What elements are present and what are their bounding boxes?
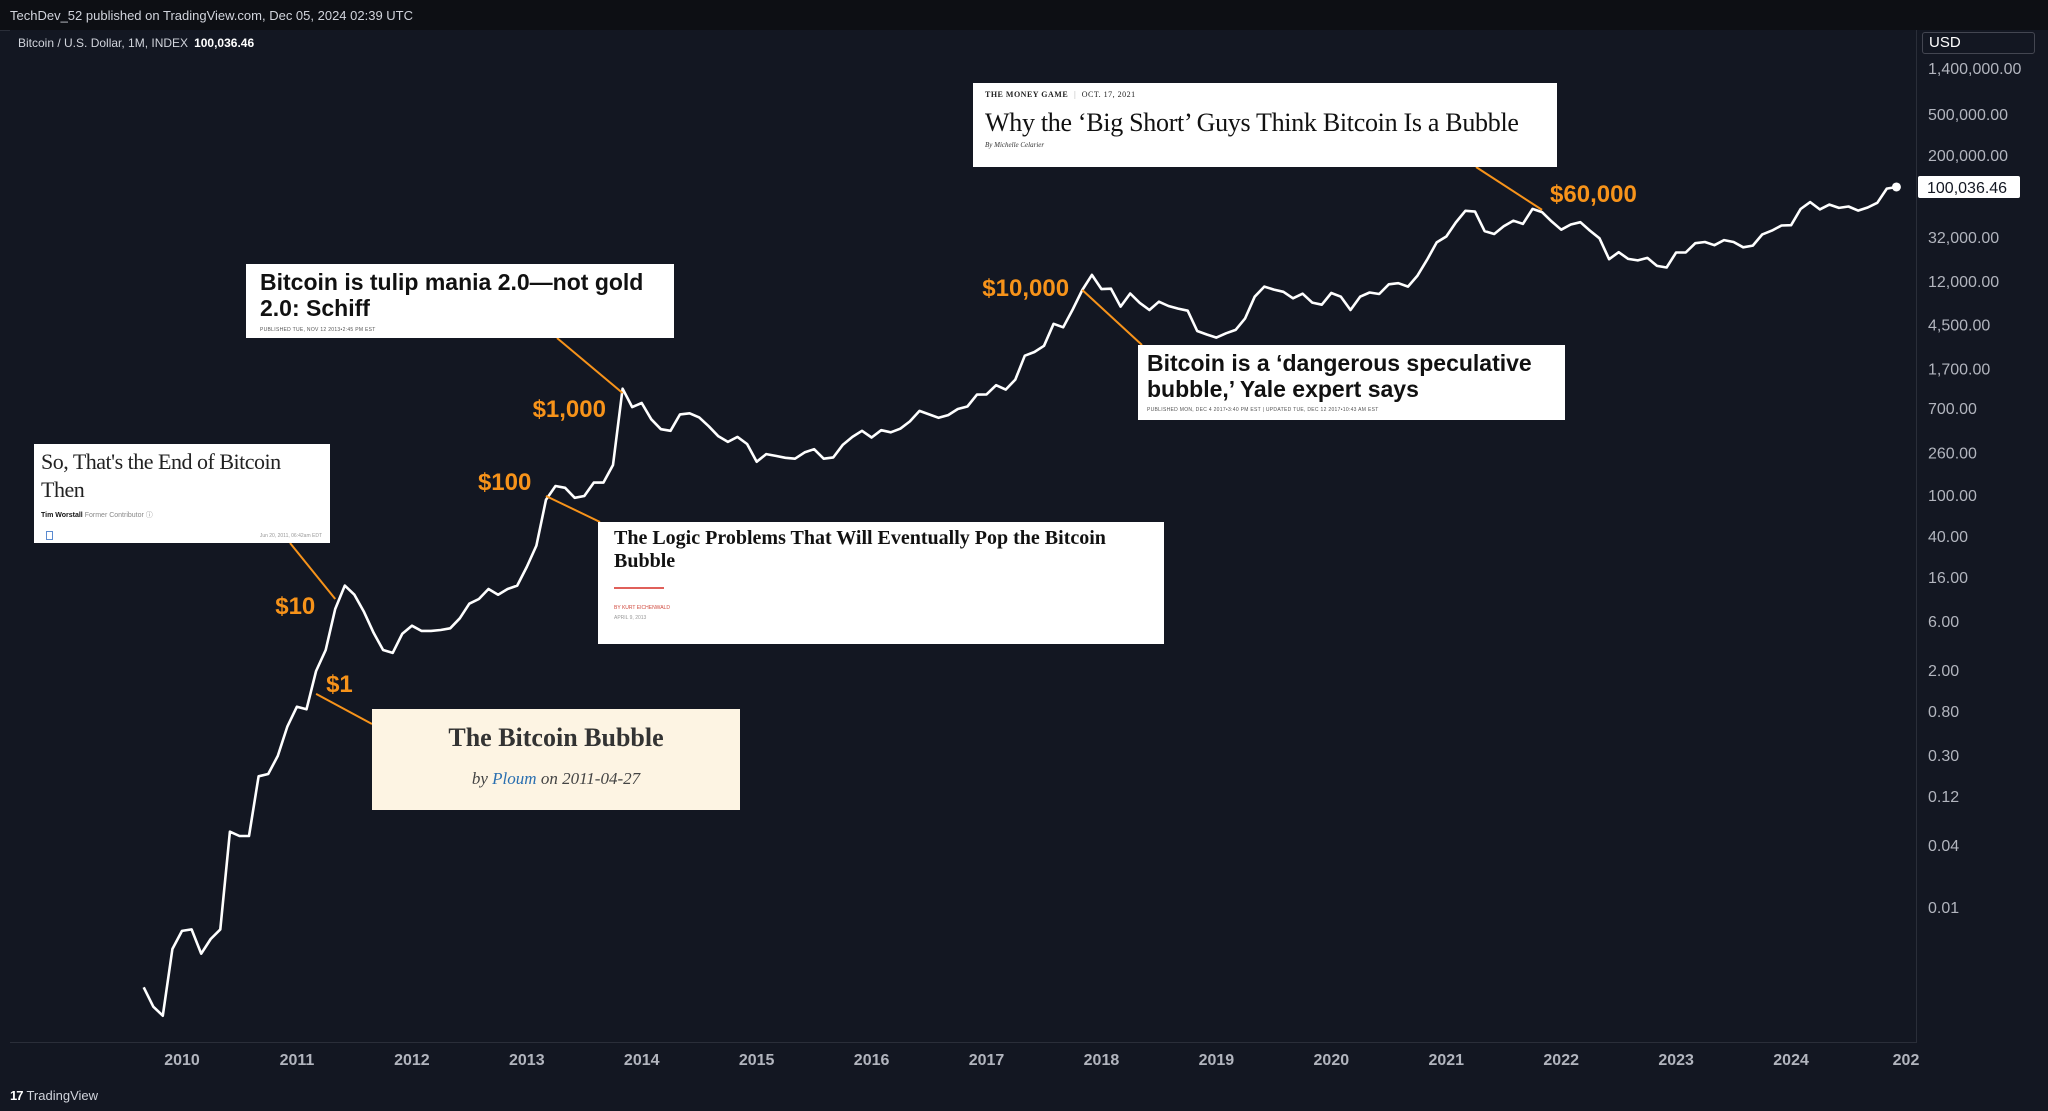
y-tick-label: 2.00	[1928, 663, 1959, 680]
y-tick-label: 16.00	[1928, 570, 1968, 587]
y-tick-label: 260.00	[1928, 445, 1977, 462]
brand-label: TradingView	[26, 1088, 99, 1103]
last-price-tag	[1918, 175, 2020, 198]
price-axis[interactable]	[1917, 30, 2048, 1042]
callout-connector	[289, 542, 337, 600]
author-link[interactable]: Ploum	[492, 769, 537, 788]
x-tick-label: 2020	[1314, 1052, 1350, 1069]
headline-author: Tim Worstall	[41, 512, 83, 519]
x-tick-label: 2019	[1199, 1052, 1235, 1069]
y-tick-label: 1,700.00	[1928, 361, 1990, 378]
tradingview-logo[interactable]: 17 TradingView	[10, 1088, 98, 1103]
headline-title: Bitcoin is a ‘dangerous speculative bubb…	[1147, 350, 1532, 402]
price-line	[142, 185, 1897, 1017]
y-tick-label: 200,000.00	[1928, 148, 2008, 165]
x-tick-label: 2024	[1773, 1052, 1809, 1069]
footer	[0, 1078, 2048, 1111]
headline-author-note: Former Contributor ⓘ	[84, 512, 153, 519]
y-tick-label: 4,500.00	[1928, 318, 1990, 335]
x-tick-label: 2022	[1543, 1052, 1579, 1069]
callout-price-label: $10	[275, 593, 315, 620]
headline-forbes: So, That's the End of Bitcoin Then Tim W…	[34, 444, 330, 543]
chart-legend: Bitcoin / U.S. Dollar, 1M, INDEX 100,036.…	[18, 36, 254, 50]
callout-price-label: $1,000	[533, 396, 606, 423]
y-tick-label: 12,000.00	[1928, 274, 1999, 291]
tradingview-logo-icon: 17	[10, 1088, 24, 1103]
headline-kicker: THE MONEY GAME | OCT. 17, 2021	[985, 90, 1136, 99]
y-tick-label: 500,000.00	[1928, 107, 2008, 124]
divider	[614, 587, 664, 589]
headline-title: So, That's the End of Bitcoin Then	[41, 449, 281, 502]
callout-connector	[1475, 166, 1543, 211]
y-tick-label: 0.12	[1928, 789, 1959, 806]
y-tick-label: 700.00	[1928, 401, 1977, 418]
headline-schiff: Bitcoin is tulip mania 2.0—not gold 2.0:…	[246, 264, 674, 338]
x-tick-label: 202	[1893, 1052, 1920, 1069]
x-tick-label: 2013	[509, 1052, 545, 1069]
callout-connector	[556, 337, 624, 394]
y-tick-label: 1,400,000.00	[1928, 61, 2022, 78]
x-tick-label: 2021	[1428, 1052, 1464, 1069]
bookmark-icon	[46, 531, 53, 540]
headline-bitcoin-bubble: The Bitcoin Bubble by Ploum on 2011-04-2…	[372, 709, 740, 810]
headline-title: The Logic Problems That Will Eventually …	[614, 527, 1106, 572]
y-tick-label: 0.01	[1928, 900, 1959, 917]
headline-byline: by Ploum on 2011-04-27	[471, 769, 641, 788]
headline-meta: PUBLISHED MON, DEC 4 2017•3:40 PM EST | …	[1147, 407, 1379, 413]
callout-price-label: $60,000	[1550, 181, 1637, 208]
x-tick-label: 2016	[854, 1052, 890, 1069]
x-tick-label: 2014	[624, 1052, 660, 1069]
headline-yale: Bitcoin is a ‘dangerous speculative bubb…	[1138, 345, 1565, 420]
headline-meta: PUBLISHED TUE, NOV 12 2013•2:45 PM EST	[260, 327, 376, 333]
callout-price-label: $100	[478, 469, 531, 496]
legend-last-value: 100,036.46	[194, 36, 255, 50]
headline-big-short: THE MONEY GAME | OCT. 17, 2021 Why the ‘…	[973, 83, 1557, 167]
headline-date: APRIL 9, 2013	[614, 615, 647, 621]
headline-title: The Bitcoin Bubble	[448, 723, 664, 752]
x-tick-label: 2010	[164, 1052, 200, 1069]
y-tick-label: 0.30	[1928, 748, 1959, 765]
y-tick-label: 100.00	[1928, 488, 1977, 505]
callout-connector	[545, 495, 601, 523]
headline-title: Why the ‘Big Short’ Guys Think Bitcoin I…	[985, 108, 1519, 137]
last-price-marker	[1891, 182, 1901, 192]
headline-title: Bitcoin is tulip mania 2.0—not gold 2.0:…	[260, 269, 644, 321]
x-tick-label: 2017	[969, 1052, 1005, 1069]
publish-line: TechDev_52 published on TradingView.com,…	[10, 8, 414, 23]
callout-price-label: $10,000	[982, 275, 1069, 302]
y-tick-label: 0.04	[1928, 838, 1959, 855]
y-tick-label: 32,000.00	[1928, 230, 1999, 247]
x-tick-label: 2018	[1084, 1052, 1120, 1069]
callout-price-label: $1	[326, 671, 353, 698]
headline-logic-problems: The Logic Problems That Will Eventually …	[598, 522, 1164, 644]
symbol-label: Bitcoin / U.S. Dollar, 1M, INDEX	[18, 36, 189, 50]
x-tick-label: 2011	[280, 1052, 315, 1069]
y-tick-label: 40.00	[1928, 529, 1968, 546]
callout-connector	[1081, 289, 1143, 346]
y-tick-label: 0.80	[1928, 704, 1959, 721]
callout-connector	[315, 692, 373, 725]
headline-author: By Michelle Celarier	[985, 141, 1045, 149]
x-tick-label: 2012	[394, 1052, 430, 1069]
headline-author: BY KURT EICHENWALD	[614, 605, 670, 611]
headline-date: Jun 20, 2011, 06:42am EDT	[259, 533, 322, 539]
x-tick-label: 2023	[1658, 1052, 1694, 1069]
x-tick-label: 2015	[739, 1052, 775, 1069]
currency-selector[interactable]: USD	[1922, 32, 2035, 54]
last-price-value: 100,036.46	[1927, 180, 2007, 197]
y-tick-label: 6.00	[1928, 614, 1959, 631]
